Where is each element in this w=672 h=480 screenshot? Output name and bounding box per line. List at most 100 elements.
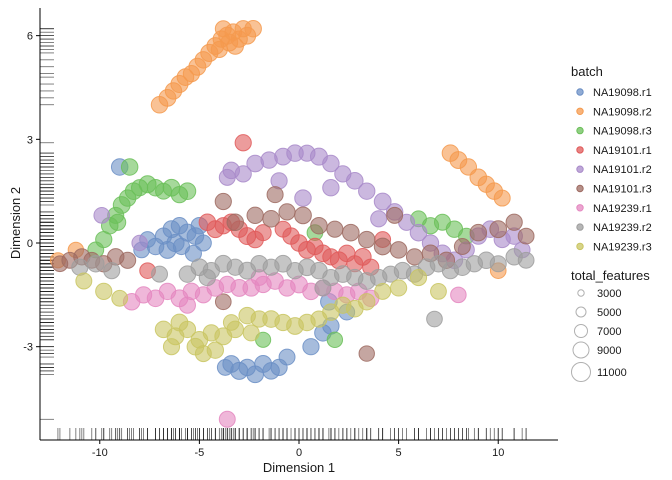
data-point bbox=[222, 314, 240, 331]
data-point bbox=[162, 338, 181, 356]
legend-color-swatch bbox=[576, 242, 584, 251]
data-point bbox=[314, 279, 332, 297]
data-point bbox=[489, 220, 508, 239]
data-point bbox=[358, 293, 376, 311]
legend-color-label: NA19239.r3 bbox=[593, 241, 652, 253]
data-point bbox=[302, 338, 320, 356]
legend-color-label: NA19098.r3 bbox=[593, 126, 652, 138]
legend-size-label: 7000 bbox=[597, 326, 621, 338]
data-point bbox=[505, 213, 523, 231]
data-point bbox=[373, 192, 392, 211]
data-point bbox=[358, 182, 376, 200]
legend-color-title: batch bbox=[571, 64, 603, 79]
x-tick-label: -5 bbox=[194, 447, 204, 459]
data-point bbox=[234, 134, 252, 152]
data-point bbox=[409, 269, 428, 287]
legend-size-title: total_features bbox=[571, 268, 650, 283]
data-point bbox=[234, 20, 252, 38]
data-point bbox=[266, 186, 284, 204]
data-point bbox=[345, 171, 364, 190]
x-axis-title: Dimension 1 bbox=[263, 460, 335, 475]
data-point bbox=[214, 293, 232, 311]
data-point bbox=[389, 241, 408, 259]
legend-color-swatch bbox=[576, 107, 584, 116]
legend-size-swatch bbox=[577, 289, 585, 297]
legend-size-entries: 3000 5000 7000 9000 11000 bbox=[571, 288, 627, 382]
data-point bbox=[278, 203, 296, 221]
data-point bbox=[374, 282, 392, 300]
legend-size-label: 11000 bbox=[597, 367, 627, 379]
legend-color-swatch bbox=[576, 165, 584, 173]
data-point bbox=[294, 206, 312, 225]
data-point bbox=[151, 265, 169, 283]
data-point bbox=[120, 158, 139, 176]
y-tick-label: 6 bbox=[27, 31, 33, 43]
x-tick-label: 10 bbox=[492, 447, 504, 459]
data-point bbox=[426, 310, 443, 328]
data-point bbox=[370, 210, 388, 228]
data-point bbox=[294, 189, 312, 207]
legend-color-swatch bbox=[576, 223, 584, 231]
legend-color-label: NA19239.r1 bbox=[593, 203, 652, 215]
data-point bbox=[234, 165, 252, 183]
data-point bbox=[453, 237, 471, 255]
data-point bbox=[517, 251, 535, 269]
data-point bbox=[242, 324, 260, 342]
data-point bbox=[517, 227, 535, 245]
data-point bbox=[166, 233, 185, 253]
legend-color-entries: NA19098.r1 NA19098.r2 NA19098.r3 NA19101.r1… bbox=[576, 87, 652, 253]
data-point bbox=[87, 254, 105, 273]
data-point bbox=[214, 192, 232, 211]
data-point bbox=[198, 268, 216, 287]
data-point bbox=[226, 37, 244, 55]
data-point bbox=[373, 237, 392, 256]
data-point bbox=[341, 223, 360, 242]
legend-size-swatch bbox=[571, 362, 591, 382]
data-point bbox=[131, 234, 148, 252]
data-point bbox=[119, 251, 137, 269]
x-tick-label: 0 bbox=[296, 447, 302, 459]
data-point bbox=[93, 207, 111, 224]
legend-color-swatch bbox=[576, 146, 584, 154]
data-point bbox=[178, 182, 197, 200]
y-rug bbox=[40, 28, 54, 420]
data-point bbox=[254, 224, 272, 242]
data-point bbox=[322, 154, 340, 173]
legend-color-label: NA19101.r3 bbox=[593, 184, 652, 196]
data-point bbox=[194, 345, 212, 363]
legend-color-label: NA19239.r2 bbox=[593, 222, 652, 234]
data-point bbox=[274, 220, 292, 238]
data-point bbox=[278, 348, 296, 366]
data-point bbox=[493, 189, 511, 207]
x-tick-label: -10 bbox=[92, 447, 108, 459]
data-point bbox=[214, 20, 232, 38]
data-point bbox=[358, 345, 375, 362]
legend-color-label: NA19098.r2 bbox=[593, 106, 652, 118]
legend-size-label: 9000 bbox=[597, 345, 621, 357]
data-point bbox=[216, 359, 234, 376]
data-point bbox=[409, 223, 428, 242]
data-point bbox=[178, 296, 196, 314]
data-point bbox=[95, 282, 113, 301]
legend-color-swatch bbox=[576, 88, 584, 96]
y-tick-label: 0 bbox=[27, 238, 33, 250]
data-point bbox=[430, 282, 447, 300]
y-tick-label: -3 bbox=[23, 342, 33, 354]
data-point bbox=[358, 230, 376, 249]
y-tick-label: 3 bbox=[27, 134, 33, 146]
data-point bbox=[218, 168, 236, 186]
legend-color-swatch bbox=[576, 126, 584, 135]
legend-color-label: NA19098.r1 bbox=[593, 87, 652, 99]
data-point bbox=[111, 289, 129, 307]
y-axis-ticks: -3 0 3 6 bbox=[23, 31, 40, 354]
legend-color-swatch bbox=[576, 184, 584, 193]
data-point bbox=[75, 272, 93, 290]
legend-size-label: 5000 bbox=[597, 307, 621, 319]
legend-size-swatch bbox=[572, 341, 590, 359]
data-point bbox=[103, 262, 121, 280]
data-point bbox=[170, 313, 189, 332]
data-point bbox=[218, 410, 236, 428]
data-point bbox=[246, 206, 264, 225]
data-point bbox=[469, 223, 488, 242]
